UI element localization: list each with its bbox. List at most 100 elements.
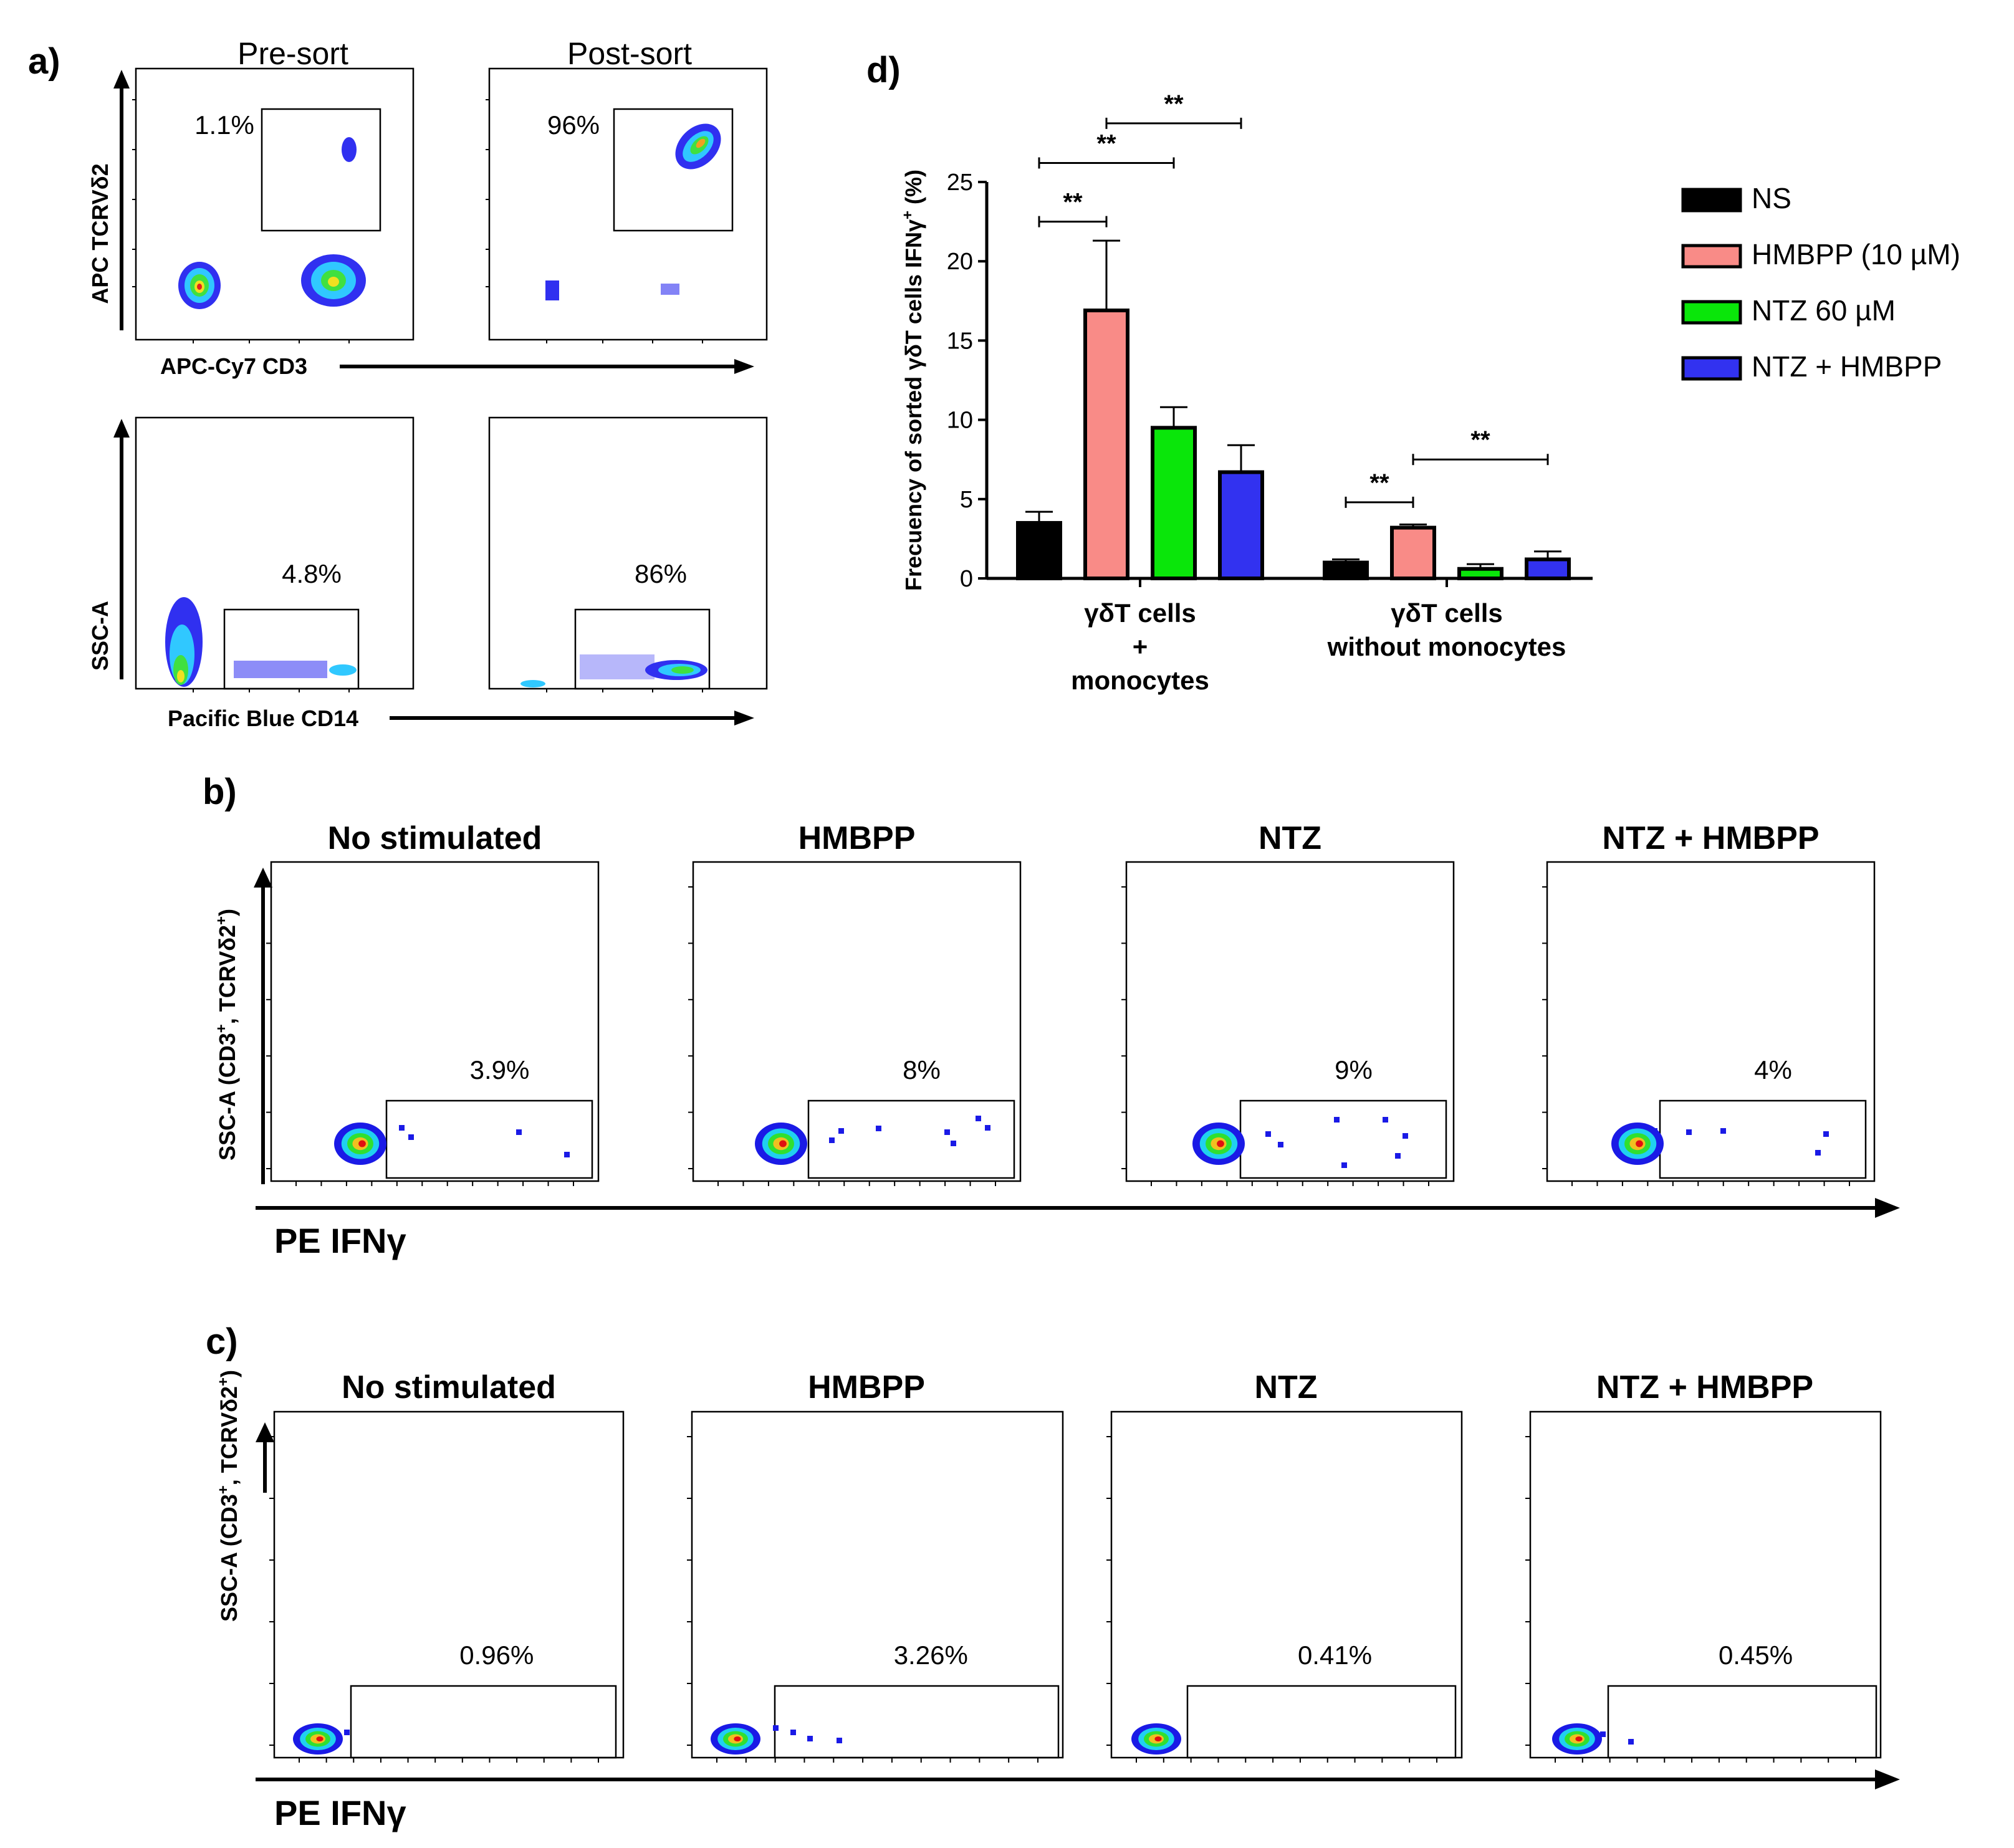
bar-3-0 bbox=[1218, 470, 1264, 580]
b-cluster-peak-1 bbox=[779, 1140, 787, 1147]
legend-swatch-2 bbox=[1681, 300, 1742, 325]
panel-b-x-label: PE IFNγ bbox=[274, 1221, 406, 1260]
bar-2-0 bbox=[1151, 426, 1197, 580]
panel-a-row2-x-arrowhead bbox=[734, 711, 754, 725]
bar-0-1 bbox=[1323, 560, 1369, 580]
y-tick-label-20: 20 bbox=[947, 249, 973, 275]
group-label-0-1: + bbox=[1133, 632, 1148, 661]
panel-c-x-arrowhead bbox=[1875, 1769, 1900, 1789]
b-event-2-5 bbox=[1341, 1162, 1347, 1168]
b-event-0-0 bbox=[399, 1125, 405, 1131]
panel-a-post-sort-cd14-value: 86% bbox=[635, 559, 687, 588]
group-label-1-0: γδT cells bbox=[1391, 598, 1503, 628]
panel-a-row2-y-label: SSC-A bbox=[87, 601, 113, 671]
sig-label-1: ** bbox=[1096, 130, 1116, 157]
bar-3-1 bbox=[1525, 557, 1571, 580]
c-plot-frame-2 bbox=[1110, 1410, 1463, 1759]
c-condition-title-0: No stimulated bbox=[342, 1369, 556, 1405]
y-tick-label-10: 10 bbox=[947, 408, 973, 434]
b-cluster-peak-3 bbox=[1636, 1140, 1643, 1147]
bar-1-1 bbox=[1390, 525, 1436, 580]
c-event-1-3 bbox=[837, 1738, 842, 1743]
c-event-1-2 bbox=[807, 1736, 813, 1741]
panel-a-post-sort-cd14-plot bbox=[488, 416, 768, 690]
panel-d-letter: d) bbox=[866, 50, 901, 90]
panel-a-row1-y-arrowhead bbox=[113, 70, 130, 89]
panel-c-y-arrowhead bbox=[256, 1422, 274, 1442]
panel-a-pre-sort-events bbox=[178, 137, 366, 309]
c-event-1-1 bbox=[790, 1730, 796, 1735]
panel-a-row2-y-arrowhead bbox=[113, 419, 130, 438]
c-condition-title-2: NTZ bbox=[1254, 1369, 1317, 1405]
y-tick-label-0: 0 bbox=[960, 566, 973, 592]
c-event-0-0 bbox=[344, 1730, 350, 1735]
c-gate-value-1: 3.26% bbox=[894, 1640, 968, 1670]
group-label-0-2: monocytes bbox=[1071, 666, 1209, 695]
b-condition-title-0: No stimulated bbox=[328, 820, 542, 856]
c-condition-title-1: HMBPP bbox=[808, 1369, 925, 1405]
b-event-2-4 bbox=[1403, 1133, 1408, 1139]
panel-a-title-pre-sort: Pre-sort bbox=[237, 36, 348, 71]
b-condition-title-1: HMBPP bbox=[798, 820, 916, 856]
panel-a-post-sort-gate-value: 96% bbox=[547, 110, 600, 140]
y-tick-label-5: 5 bbox=[960, 487, 973, 513]
y-tick-label-25: 25 bbox=[947, 170, 973, 196]
panel-b-flow-plots: No stimulated 3.9% HMBPP 8% NTZ 9% NTZ + HMBPP… bbox=[266, 820, 1876, 1186]
b-gate-value-2: 9% bbox=[1335, 1055, 1373, 1084]
b-event-1-2 bbox=[876, 1126, 881, 1131]
b-event-3-4 bbox=[1815, 1150, 1821, 1156]
sig-label-0: ** bbox=[1063, 189, 1083, 216]
c-cluster-peak-1 bbox=[734, 1736, 741, 1741]
b-event-2-1 bbox=[1278, 1142, 1283, 1147]
b-gate-value-0: 3.9% bbox=[470, 1055, 530, 1084]
b-event-3-2 bbox=[1720, 1128, 1726, 1134]
b-event-3-0 bbox=[1652, 1128, 1657, 1134]
c-gate-value-3: 0.45% bbox=[1719, 1640, 1793, 1670]
bar-1-0 bbox=[1083, 309, 1129, 580]
b-condition-title-2: NTZ bbox=[1259, 820, 1321, 856]
c-gate-0 bbox=[350, 1685, 617, 1759]
b-event-1-1 bbox=[838, 1128, 844, 1134]
b-event-1-4 bbox=[951, 1141, 956, 1146]
group-label-0-0: γδT cells bbox=[1084, 598, 1196, 628]
b-event-0-2 bbox=[516, 1129, 522, 1135]
y-tick-label-15: 15 bbox=[947, 328, 973, 354]
b-event-2-6 bbox=[1395, 1153, 1401, 1159]
panel-a-letter: a) bbox=[28, 41, 60, 82]
legend-label-1: HMBPP (10 µM) bbox=[1752, 238, 1960, 270]
panel-d-bar-chart: Frecuency of sorted γδT cells IFNγ+ (%) … bbox=[899, 90, 1960, 695]
c-gate-2 bbox=[1186, 1685, 1457, 1759]
panel-b-y-label: SSC-A (CD3+, TCRVδ2+) bbox=[213, 909, 240, 1161]
panel-a-post-sort-cd14-events bbox=[520, 654, 707, 687]
legend-swatch-3 bbox=[1681, 356, 1742, 381]
panel-a-pre-sort-cd14-gate bbox=[223, 608, 360, 690]
c-gate-3 bbox=[1607, 1685, 1877, 1759]
b-event-2-0 bbox=[1265, 1131, 1271, 1137]
panel-a-pre-sort-cd14-value: 4.8% bbox=[282, 559, 342, 588]
panel-a-row2-x-label: Pacific Blue CD14 bbox=[168, 706, 358, 731]
b-plot-frame-0 bbox=[270, 861, 600, 1182]
b-cluster-peak-2 bbox=[1217, 1140, 1224, 1147]
panel-a-post-sort-gate bbox=[613, 108, 734, 232]
panel-a-row1-y-label: APC TCRVδ2 bbox=[87, 163, 113, 304]
b-event-3-3 bbox=[1823, 1131, 1829, 1137]
b-event-1-5 bbox=[976, 1116, 981, 1121]
panel-b-x-arrowhead bbox=[1875, 1198, 1900, 1218]
panel-a-title-post-sort: Post-sort bbox=[567, 36, 692, 71]
legend-label-2: NTZ 60 µM bbox=[1752, 294, 1896, 327]
b-gate-value-3: 4% bbox=[1754, 1055, 1792, 1084]
b-gate-value-1: 8% bbox=[903, 1055, 941, 1084]
panel-c-letter: c) bbox=[206, 1321, 238, 1362]
c-event-3-1 bbox=[1628, 1739, 1634, 1745]
b-event-1-6 bbox=[985, 1125, 990, 1131]
b-plot-frame-1 bbox=[692, 861, 1022, 1182]
c-plot-frame-3 bbox=[1529, 1410, 1882, 1759]
sig-label-3: ** bbox=[1369, 469, 1389, 497]
panel-c-flow-plots: No stimulated 0.96% HMBPP 3.26% NTZ 0.41% NTZ … bbox=[269, 1369, 1882, 1763]
panel-b-letter: b) bbox=[203, 772, 237, 812]
c-condition-title-3: NTZ + HMBPP bbox=[1596, 1369, 1813, 1405]
group-label-1-1: without monocytes bbox=[1327, 632, 1566, 661]
panel-a-pre-sort-gate-value: 1.1% bbox=[194, 110, 254, 140]
b-event-1-3 bbox=[944, 1129, 950, 1135]
panel-a-pre-sort-gate bbox=[261, 108, 381, 232]
